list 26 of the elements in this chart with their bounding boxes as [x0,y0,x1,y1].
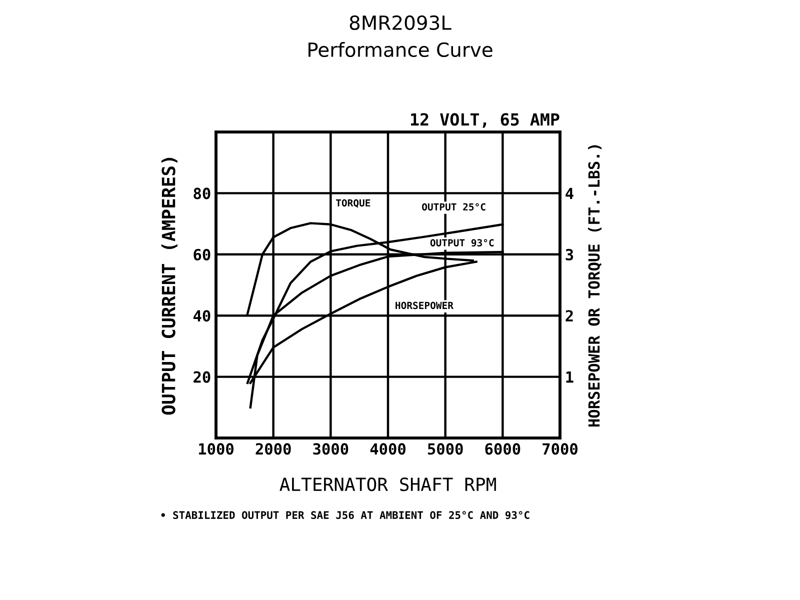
x-tick-label: 4000 [370,443,406,455]
x-tick-label: 2000 [256,443,291,455]
y2-axis-title: HORSEPOWER OR TORQUE (FT.-LBS.) [588,145,602,427]
series-label: TORQUE [336,199,370,208]
y2-tick-label: 4 [566,188,574,200]
x-tick-label: 3000 [313,443,348,455]
text: 12 VOLT, 65 AMP [411,113,560,128]
x-tick-label: 6000 [485,443,520,455]
y-tick-label: 60 [194,248,210,260]
series-label: OUTPUT 25°C [422,203,486,211]
chart-title: 8MR2093L [350,15,452,30]
y-tick-label: 80 [194,188,210,200]
series-label: HORSEPOWER [396,302,454,310]
y2-tick-label: 2 [566,310,573,322]
series-label: OUTPUT 93°C [430,239,494,246]
y-axis-title: OUTPUT CURRENT (AMPERES) [161,158,178,415]
x-tick-label: 1000 [199,443,234,455]
x-axis-title: ALTERNATOR SHAFT RPM [280,478,496,492]
y2-tick-label: 1 [566,371,574,383]
chart-subtitle: Performance Curve [308,42,492,58]
y2-tick-label: 3 [566,248,574,260]
x-tick-label: 5000 [428,443,463,455]
x-tick-label: 7000 [542,443,578,455]
text: • STABILIZED OUTPUT PER SAE J56 AT AMBIENT OF 25°C AND 93°C [161,511,530,520]
y-tick-label: 40 [194,310,210,322]
y-tick-label: 20 [194,371,210,383]
